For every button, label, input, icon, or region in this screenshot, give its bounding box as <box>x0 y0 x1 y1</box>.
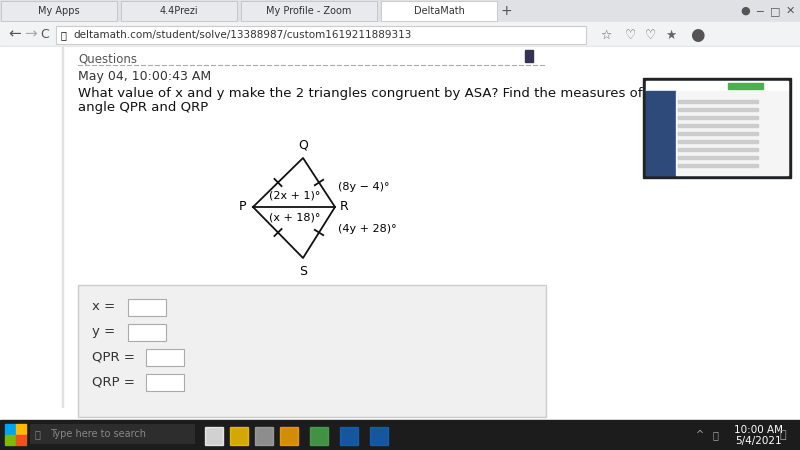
Bar <box>205 427 223 445</box>
Text: 🔍: 🔍 <box>35 429 41 439</box>
Text: What value of x and y make the 2 triangles congruent by ASA? Find the measures o: What value of x and y make the 2 triangl… <box>78 87 642 100</box>
Text: QRP =: QRP = <box>92 375 135 388</box>
Text: 5/4/2021: 5/4/2021 <box>734 436 782 446</box>
Text: 10:00 AM: 10:00 AM <box>734 425 782 435</box>
Bar <box>280 427 298 445</box>
Text: ☆: ☆ <box>600 28 611 41</box>
Bar <box>646 81 788 91</box>
Text: □: □ <box>770 6 780 16</box>
Text: My Apps: My Apps <box>38 6 80 16</box>
Bar <box>678 140 758 143</box>
Text: 🔒: 🔒 <box>61 30 67 40</box>
Bar <box>678 124 758 127</box>
Text: (2x + 1)°: (2x + 1)° <box>269 191 320 201</box>
Text: x =: x = <box>92 301 115 314</box>
Text: 🔔: 🔔 <box>780 430 786 440</box>
Bar <box>678 148 758 151</box>
Bar <box>0 46 800 47</box>
Bar <box>310 427 328 445</box>
Bar <box>340 427 358 445</box>
Text: ★: ★ <box>665 28 676 41</box>
Text: Q: Q <box>298 138 308 151</box>
FancyBboxPatch shape <box>121 1 237 21</box>
Text: (x + 18)°: (x + 18)° <box>269 213 320 223</box>
FancyBboxPatch shape <box>78 285 546 417</box>
Bar <box>370 427 388 445</box>
Bar <box>678 116 758 119</box>
Text: +: + <box>500 4 512 18</box>
Text: QPR =: QPR = <box>92 351 135 364</box>
Text: deltamath.com/student/solve/13388987/custom1619211889313: deltamath.com/student/solve/13388987/cus… <box>73 30 411 40</box>
Text: ←: ← <box>8 27 21 41</box>
Bar <box>62 47 63 407</box>
Text: R: R <box>340 201 349 213</box>
Bar <box>0 22 800 46</box>
Text: →: → <box>24 27 37 41</box>
Bar <box>678 164 758 167</box>
Text: ●: ● <box>690 26 705 44</box>
Text: angle QPR and QRP: angle QPR and QRP <box>78 101 208 114</box>
Bar <box>678 132 758 135</box>
Text: My Profile - Zoom: My Profile - Zoom <box>266 6 352 16</box>
Text: ♡: ♡ <box>645 28 656 41</box>
Bar <box>728 83 763 89</box>
Text: S: S <box>299 265 307 278</box>
Text: (8y − 4)°: (8y − 4)° <box>338 182 390 192</box>
Bar <box>0 47 800 420</box>
Bar <box>16 435 26 445</box>
FancyBboxPatch shape <box>128 299 166 316</box>
Text: ●: ● <box>740 6 750 16</box>
Text: C: C <box>40 27 49 40</box>
Bar <box>676 91 788 175</box>
Bar <box>646 81 788 175</box>
FancyBboxPatch shape <box>146 374 184 391</box>
Bar <box>646 91 676 175</box>
FancyBboxPatch shape <box>1 1 117 21</box>
Bar <box>678 156 758 159</box>
Text: Type here to search: Type here to search <box>50 429 146 439</box>
Text: ─: ─ <box>757 6 763 16</box>
Bar <box>678 108 758 111</box>
Text: ✕: ✕ <box>786 6 794 16</box>
Bar <box>525 50 533 62</box>
Text: (4y + 28)°: (4y + 28)° <box>338 224 397 234</box>
FancyBboxPatch shape <box>241 1 377 21</box>
Bar <box>5 424 15 434</box>
Text: Questions: Questions <box>78 53 137 66</box>
Bar <box>643 78 791 178</box>
Text: ^: ^ <box>696 430 704 440</box>
FancyBboxPatch shape <box>56 26 586 44</box>
Text: DeltaMath: DeltaMath <box>414 6 465 16</box>
Text: y =: y = <box>92 325 115 338</box>
Text: May 04, 10:00:43 AM: May 04, 10:00:43 AM <box>78 70 211 83</box>
FancyBboxPatch shape <box>381 1 497 21</box>
Text: ♡: ♡ <box>625 28 636 41</box>
Bar <box>678 100 758 103</box>
Text: 4.4Prezi: 4.4Prezi <box>160 6 198 16</box>
FancyBboxPatch shape <box>128 324 166 341</box>
FancyBboxPatch shape <box>30 424 195 444</box>
Bar <box>0 0 800 22</box>
FancyBboxPatch shape <box>146 349 184 366</box>
Bar <box>230 427 248 445</box>
Text: P: P <box>238 201 246 213</box>
Bar <box>16 424 26 434</box>
Bar <box>255 427 273 445</box>
Bar <box>5 435 15 445</box>
Text: 🔊: 🔊 <box>712 430 718 440</box>
Bar <box>0 420 800 450</box>
